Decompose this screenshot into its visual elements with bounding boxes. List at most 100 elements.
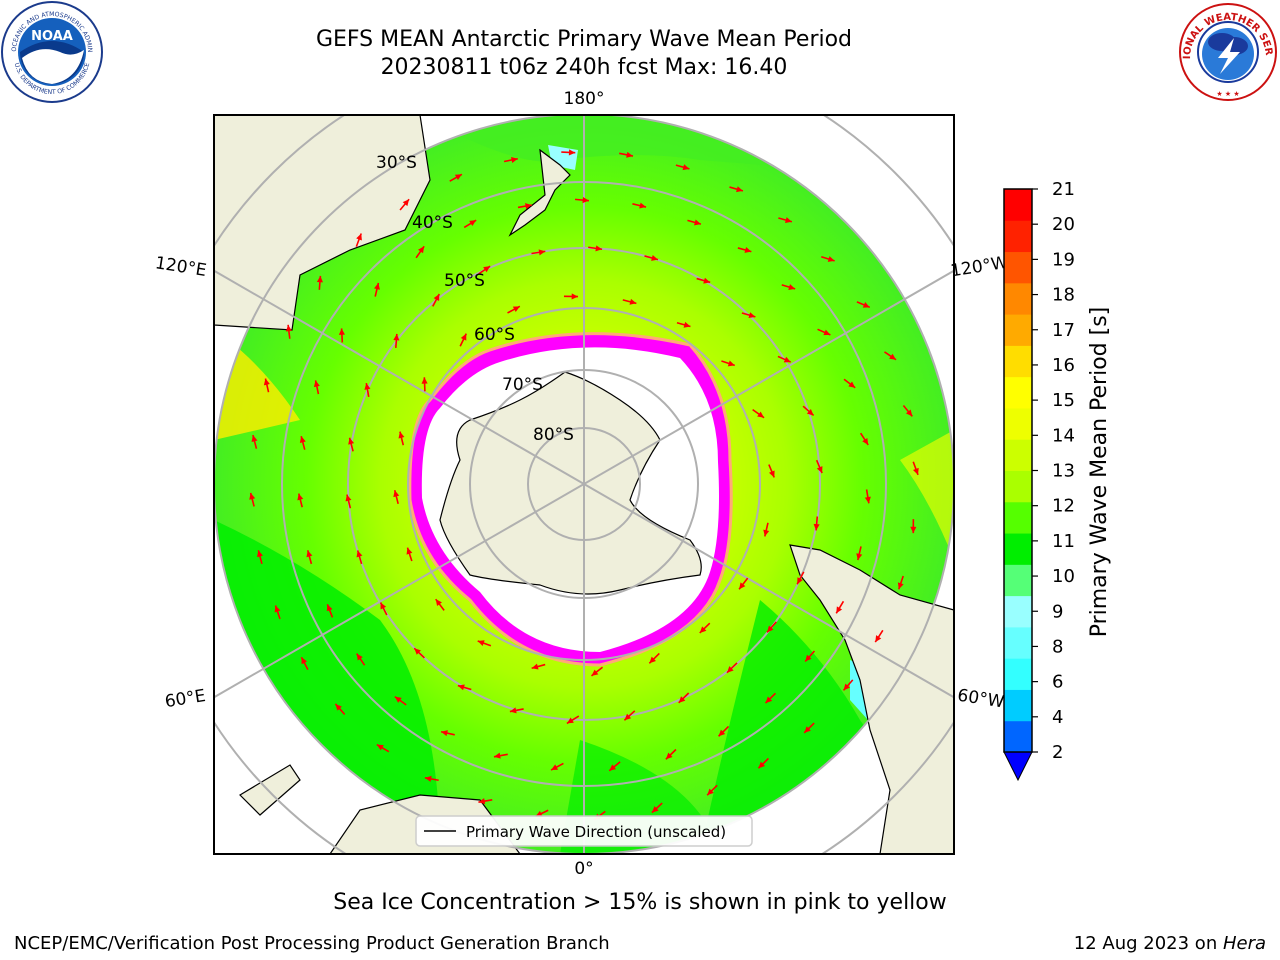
colorbar-tick-label: 10 xyxy=(1052,566,1075,587)
colorbar-label: Primary Wave Mean Period [s] xyxy=(1087,307,1112,638)
sea-ice-note: Sea Ice Concentration > 15% is shown in … xyxy=(333,890,947,915)
colorbar-tick-label: 8 xyxy=(1052,636,1063,657)
noaa-logo-icon: NOAA NATIONAL OCEANIC AND ATMOSPHERIC AD… xyxy=(0,0,103,103)
wave-arrow-head xyxy=(274,605,281,613)
colorbar-tick-label: 21 xyxy=(1052,179,1075,200)
colorbar-tick-label: 20 xyxy=(1052,214,1075,235)
wave-arrow-head xyxy=(566,717,574,724)
colorbar-swatch xyxy=(1004,720,1032,753)
wave-arrow-head xyxy=(394,696,402,703)
wave-arrow-head xyxy=(769,470,775,478)
wave-arrow-head xyxy=(767,625,774,633)
colorbar-swatch xyxy=(1004,501,1032,534)
wave-arrow-head xyxy=(788,284,796,291)
noaa-logo-center-text: NOAA xyxy=(31,29,73,44)
lat-label-70s: 70°S xyxy=(502,375,543,395)
lon-label-0: 0° xyxy=(574,859,593,879)
wave-arrow-head xyxy=(639,202,647,209)
wave-arrow-head xyxy=(864,496,871,504)
wave-arrow-head xyxy=(433,293,440,301)
wave-arrow-head xyxy=(251,435,258,442)
wave-arrow-head xyxy=(626,151,633,158)
wave-arrow-head xyxy=(335,703,342,711)
wave-arrow-head xyxy=(454,174,462,181)
colorbar-tick-label: 14 xyxy=(1052,425,1075,446)
colorbar-swatch xyxy=(1004,376,1032,409)
wave-arrow-head xyxy=(406,547,413,555)
wave-arrow-head xyxy=(398,431,405,439)
lat-label-30s: 30°S xyxy=(376,153,417,173)
wave-arrow-head xyxy=(531,663,539,670)
wave-arrow-head xyxy=(364,383,371,390)
wave-arrow-head xyxy=(889,353,897,360)
land-madagascar xyxy=(239,764,301,816)
title-line-1: GEFS MEAN Antarctic Primary Wave Mean Pe… xyxy=(315,27,853,52)
wave-arrow-head xyxy=(582,197,589,204)
wave-arrow-head xyxy=(823,329,831,336)
wave-arrow-head xyxy=(373,282,380,290)
wave-arrow-head xyxy=(356,233,362,241)
colorbar-swatch xyxy=(1004,189,1032,221)
wave-arrow-head xyxy=(727,360,735,367)
wave-arrow-head xyxy=(595,245,603,252)
nws-logo-icon: NATIONAL WEATHER SERVICE ★ ★ ★ xyxy=(1178,2,1277,101)
wave-arrow-head xyxy=(905,409,913,417)
wave-arrow-head xyxy=(376,744,384,751)
wave-arrow-head xyxy=(813,523,820,531)
colorbar-under-triangle xyxy=(1003,751,1033,782)
colorbar-swatch xyxy=(1004,689,1032,722)
wave-arrow-head xyxy=(316,275,323,283)
wave-arrow-head xyxy=(629,298,637,305)
wave-arrow-head xyxy=(816,466,823,474)
wave-arrow-head xyxy=(718,729,726,737)
colorbar-tick-label: 11 xyxy=(1052,531,1075,552)
wave-arrow-head xyxy=(897,582,904,590)
wave-arrow-head xyxy=(478,798,486,805)
colorbar-swatch xyxy=(1004,314,1032,346)
lon-label-60e: 60°E xyxy=(163,686,207,712)
wave-arrow-head xyxy=(836,606,843,614)
wave-arrow-head xyxy=(511,157,518,163)
wave-arrow-head xyxy=(460,333,467,341)
host-name: Hera xyxy=(1222,933,1266,954)
wave-arrow-head xyxy=(651,806,659,813)
wave-arrow-head xyxy=(306,550,313,558)
lat-label-40s: 40°S xyxy=(412,213,453,233)
wave-arrow-head xyxy=(263,378,270,386)
wave-arrow-head xyxy=(345,494,352,502)
wave-arrow-head xyxy=(875,635,882,643)
wave-arrow-head xyxy=(424,775,432,782)
wave-arrow-head xyxy=(682,164,690,171)
wave-arrow-head xyxy=(418,246,425,254)
wave-arrow-head xyxy=(736,186,743,193)
wave-arrow-head xyxy=(843,683,850,691)
wave-arrow-head xyxy=(739,582,746,590)
wave-arrow-head xyxy=(651,255,658,261)
wave-arrow-head xyxy=(624,713,632,721)
wave-arrow-head xyxy=(356,653,363,661)
wave-arrow-head xyxy=(805,654,812,662)
wave-arrow-head xyxy=(763,529,770,537)
wave-arrow-head xyxy=(707,788,714,796)
wave-arrow-head xyxy=(326,604,333,612)
wave-arrow-head xyxy=(493,752,501,759)
wave-arrow-head xyxy=(571,293,578,300)
lon-label-120e: 120°E xyxy=(154,253,208,281)
wave-arrow-head xyxy=(862,437,869,445)
colorbar-swatch xyxy=(1004,407,1032,440)
colorbar-tick-label: 2 xyxy=(1052,742,1063,763)
wave-arrow-head xyxy=(535,810,543,817)
date-label: 12 Aug 2023 on xyxy=(1073,933,1223,954)
wave-arrow-head xyxy=(784,217,792,223)
colorbar-swatch xyxy=(1004,220,1032,253)
colorbar-tick-label: 19 xyxy=(1052,249,1075,270)
wave-arrow-head xyxy=(910,526,917,534)
wave-arrow-head xyxy=(348,437,355,445)
colorbar-tick-label: 12 xyxy=(1052,496,1075,517)
wave-arrow-head xyxy=(393,490,400,498)
wave-arrow-head xyxy=(783,356,791,363)
wave-arrow-head xyxy=(393,333,400,341)
wave-arrow-head xyxy=(806,408,814,416)
colorbar: 2 4 6 8 9 10 11 12 13 14 15 16 17 18 19 20 21 Primary Wa… xyxy=(1003,179,1112,782)
